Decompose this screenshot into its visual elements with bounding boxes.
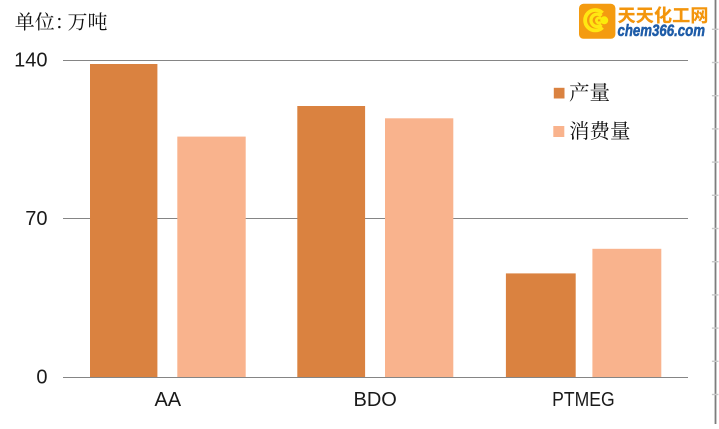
svg-text:140: 140 <box>14 50 47 72</box>
svg-text:chem366.com: chem366.com <box>618 21 706 40</box>
svg-text:0: 0 <box>36 367 47 389</box>
svg-text:PTMEG: PTMEG <box>552 389 615 411</box>
svg-text:70: 70 <box>25 208 47 230</box>
svg-text:BDO: BDO <box>354 389 397 411</box>
svg-text:AA: AA <box>154 389 181 411</box>
